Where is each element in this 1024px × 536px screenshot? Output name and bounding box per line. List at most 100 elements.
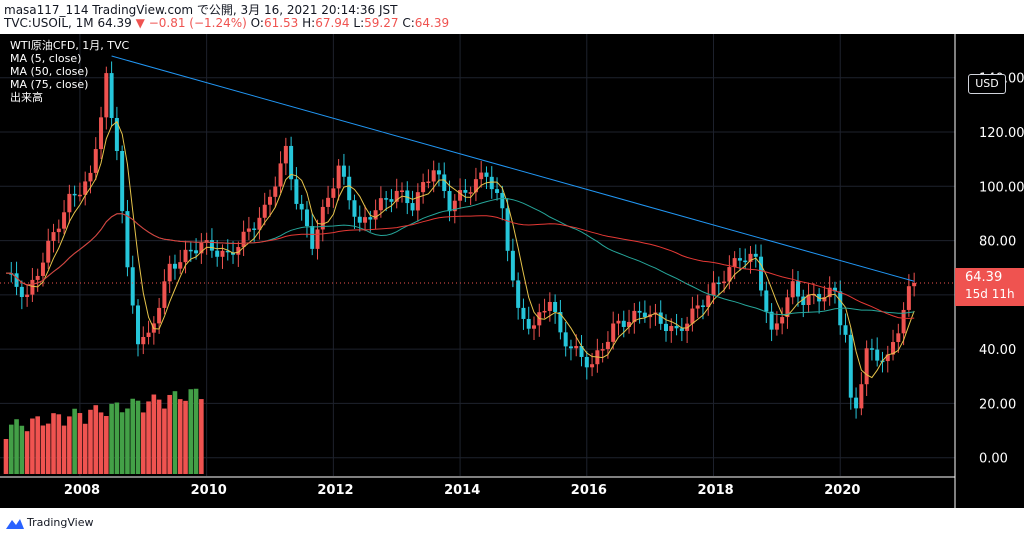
- candle-body: [568, 346, 573, 349]
- candle-body: [695, 305, 700, 309]
- candle-body: [806, 294, 811, 306]
- candle-body: [484, 172, 489, 177]
- candle-body: [136, 305, 140, 345]
- y-tick-label: 120.00: [979, 126, 1024, 141]
- candle-body: [326, 197, 331, 207]
- candle-body: [547, 301, 552, 311]
- candle-body: [495, 189, 500, 193]
- candle-body: [378, 198, 383, 211]
- candle-body: [664, 323, 668, 332]
- volume-bar: [19, 425, 25, 474]
- candle-body: [157, 307, 162, 324]
- candle-body: [25, 294, 30, 297]
- candle-body: [669, 326, 674, 332]
- candle-body: [759, 256, 764, 291]
- candle-body: [352, 200, 357, 217]
- footer: TradingView: [0, 508, 1024, 536]
- volume-bar: [130, 398, 136, 474]
- candle-body: [278, 163, 283, 187]
- high-value: 67.94: [315, 16, 350, 30]
- candle-body: [83, 181, 88, 195]
- volume-bar: [8, 424, 14, 474]
- candle-body: [252, 228, 257, 230]
- currency-button[interactable]: USD: [968, 74, 1006, 94]
- candle-body: [384, 198, 389, 200]
- volume-bar: [104, 416, 109, 474]
- candle-body: [452, 200, 457, 212]
- candle-body: [774, 323, 779, 330]
- candle-body: [77, 194, 82, 197]
- symbol-info: TVC:USOIL, 1M 64.39: [4, 16, 132, 30]
- candle-body: [869, 348, 874, 350]
- ma75-line: [5, 213, 915, 319]
- candle-body: [753, 253, 758, 257]
- candle-body: [215, 250, 220, 257]
- volume-bar: [199, 399, 204, 474]
- y-tick-label: 80.00: [979, 235, 1016, 250]
- candle-body: [199, 242, 204, 254]
- volume-bar: [151, 394, 157, 474]
- candle-body: [225, 250, 230, 253]
- trend-line: [111, 55, 915, 282]
- candle-body: [832, 287, 837, 292]
- candle-body: [790, 281, 795, 298]
- y-tick-label: 40.00: [979, 343, 1016, 358]
- volume-bar: [146, 401, 151, 474]
- symbol-header: TVC:USOIL, 1M 64.39 ▼ −0.81 (−1.24%) O:6…: [4, 16, 449, 30]
- candle-body: [9, 273, 14, 275]
- candle-body: [764, 290, 769, 312]
- volume-bar: [40, 425, 46, 474]
- candle-body: [621, 320, 626, 327]
- candle-body: [125, 211, 130, 268]
- legend-ma75: MA (75, close): [10, 78, 89, 91]
- price-chart[interactable]: 140.00120.00100.0080.0060.0040.0020.000.…: [0, 34, 1024, 508]
- candle-body: [273, 186, 278, 197]
- volume-bar: [98, 412, 104, 474]
- volume-bar: [51, 413, 56, 474]
- candle-body: [14, 273, 19, 287]
- legend-volume: 出来高: [10, 91, 43, 104]
- candle-body: [521, 307, 526, 319]
- x-tick-label: 2016: [571, 483, 607, 498]
- volume-bar: [93, 405, 99, 474]
- chart-area[interactable]: 140.00120.00100.0080.0060.0040.0020.000.…: [0, 34, 1024, 508]
- candle-body: [627, 321, 632, 327]
- candle-body: [368, 217, 373, 220]
- volume-bar: [193, 388, 199, 474]
- volume-bar: [177, 399, 183, 474]
- publish-info: masa117_114 TradingView.com で公開, 3月 16, …: [4, 3, 398, 17]
- candle-body: [262, 204, 267, 218]
- candle-body: [558, 312, 563, 333]
- candle-body: [40, 262, 45, 276]
- candle-body: [62, 212, 67, 229]
- candle-body: [885, 354, 890, 362]
- candle-body: [526, 318, 531, 329]
- candle-body: [542, 310, 547, 313]
- candle-body: [109, 73, 114, 118]
- candle-body: [46, 240, 51, 263]
- candle-body: [700, 305, 705, 308]
- candle-body: [737, 258, 742, 261]
- candle-body: [162, 281, 167, 308]
- last-price: 64.39: [965, 270, 1003, 285]
- candle-body: [579, 345, 584, 357]
- volume-bar: [135, 400, 141, 474]
- candle-body: [104, 73, 109, 118]
- candle-body: [394, 190, 399, 202]
- candle-body: [241, 231, 246, 248]
- volume-bar: [14, 419, 19, 474]
- candle-body: [590, 364, 595, 368]
- tradingview-logo[interactable]: TradingView: [6, 516, 93, 529]
- candle-body: [769, 311, 774, 330]
- candle-body: [331, 188, 336, 198]
- candle-body: [172, 263, 177, 269]
- volume-bar: [109, 403, 114, 474]
- candle-body: [796, 281, 800, 297]
- candle-body: [716, 282, 721, 285]
- candle-body: [373, 210, 378, 220]
- volume-bar: [82, 423, 88, 474]
- candle-body: [257, 217, 262, 230]
- publish-header: masa117_114 TradingView.com で公開, 3月 16, …: [4, 1, 397, 18]
- candle-body: [489, 176, 494, 190]
